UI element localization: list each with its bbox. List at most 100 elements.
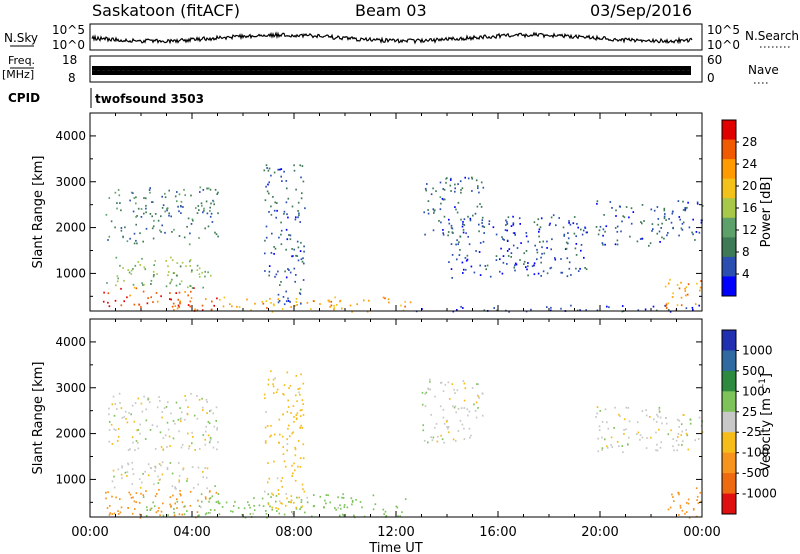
heatmap-cell: [205, 398, 208, 401]
heatmap-cell: [495, 233, 498, 236]
heatmap-cell: [387, 298, 390, 301]
heatmap-cell: [115, 256, 118, 259]
heatmap-cell: [476, 205, 479, 208]
heatmap-cell: [525, 232, 528, 234]
heatmap-cell: [507, 216, 510, 219]
heatmap-cell: [177, 418, 180, 421]
heatmap-cell: [560, 271, 562, 274]
heatmap-cell: [102, 300, 105, 303]
heatmap-cell: [455, 243, 457, 246]
power-heatmap: [102, 164, 704, 313]
heatmap-cell: [495, 255, 498, 257]
heatmap-cell: [152, 501, 154, 504]
heatmap-cell: [201, 304, 204, 307]
heatmap-cell: [286, 238, 289, 241]
heatmap-cell: [328, 299, 331, 302]
heatmap-cell: [440, 202, 442, 205]
heatmap-cell: [432, 208, 435, 211]
heatmap-cell: [120, 287, 122, 290]
heatmap-cell: [116, 275, 119, 277]
heatmap-cell: [299, 221, 301, 223]
heatmap-cell: [665, 303, 668, 306]
heatmap-cell: [300, 176, 302, 179]
heatmap-cell: [399, 515, 401, 518]
heatmap-cell: [189, 260, 191, 263]
heatmap-cell: [687, 448, 690, 451]
heatmap-cell: [603, 214, 605, 216]
heatmap-cell: [300, 506, 302, 509]
heatmap-cell: [480, 206, 483, 208]
heatmap-cell: [186, 225, 188, 228]
heatmap-cell: [108, 413, 110, 416]
heatmap-cell: [109, 512, 111, 515]
heatmap-cell: [180, 420, 182, 423]
heatmap-cell: [280, 221, 282, 224]
heatmap-cell: [126, 240, 129, 243]
heatmap-cell: [297, 216, 299, 219]
colorbar-segment: [722, 473, 736, 495]
heatmap-cell: [174, 487, 176, 489]
heatmap-cell: [189, 490, 192, 493]
heatmap-cell: [160, 464, 162, 467]
heatmap-cell: [299, 393, 301, 396]
heatmap-cell: [667, 433, 670, 436]
heatmap-cell: [479, 203, 481, 205]
heatmap-cell: [107, 491, 109, 494]
heatmap-cell: [264, 426, 267, 429]
heatmap-cell: [514, 234, 516, 236]
heatmap-cell: [512, 244, 515, 247]
heatmap-cell: [516, 247, 519, 249]
heatmap-cell: [296, 240, 299, 243]
heatmap-cell: [164, 434, 167, 437]
heatmap-cell: [447, 231, 450, 233]
heatmap-cell: [546, 272, 549, 275]
heatmap-cell: [176, 200, 178, 203]
heatmap-cell: [268, 211, 270, 213]
heatmap-cell: [563, 233, 566, 236]
heatmap-cell: [150, 507, 153, 510]
heatmap-cell: [157, 475, 159, 478]
colorbar-segment: [722, 217, 736, 238]
heatmap-cell: [671, 296, 674, 298]
heatmap-cell: [543, 252, 546, 255]
heatmap-cell: [291, 511, 293, 513]
heatmap-cell: [536, 258, 538, 261]
heatmap-cell: [645, 409, 647, 411]
heatmap-cell: [179, 493, 181, 495]
heatmap-cell: [161, 224, 163, 227]
heatmap-cell: [650, 208, 653, 211]
freq-label-bottom: [MHz]: [2, 68, 34, 81]
heatmap-cell: [473, 403, 475, 406]
heatmap-cell: [303, 250, 305, 253]
heatmap-cell: [449, 184, 452, 187]
heatmap-cell: [502, 261, 505, 264]
heatmap-cell: [454, 405, 457, 408]
heatmap-cell: [294, 454, 297, 457]
heatmap-cell: [525, 266, 527, 268]
heatmap-cell: [452, 405, 454, 408]
heatmap-cell: [248, 504, 250, 506]
heatmap-cell: [202, 434, 205, 436]
heatmap-cell: [267, 503, 270, 506]
colorbar-tick-label: -1000: [742, 487, 777, 501]
heatmap-cell: [121, 416, 124, 419]
heatmap-cell: [443, 441, 445, 444]
heatmap-cell: [424, 187, 427, 190]
heatmap-cell: [281, 477, 284, 479]
heatmap-cell: [285, 504, 287, 507]
heatmap-cell: [499, 270, 501, 273]
heatmap-cell: [500, 247, 502, 250]
heatmap-cell: [134, 402, 137, 404]
heatmap-cell: [277, 270, 279, 273]
heatmap-cell: [186, 480, 188, 482]
heatmap-cell: [513, 266, 515, 269]
heatmap-cell: [463, 427, 465, 430]
heatmap-cell: [270, 434, 272, 437]
heatmap-cell: [595, 416, 597, 418]
heatmap-cell: [471, 190, 473, 192]
heatmap-cell: [568, 222, 570, 224]
heatmap-cell: [214, 231, 216, 234]
heatmap-cell: [160, 446, 163, 448]
heatmap-cell: [181, 513, 184, 516]
heatmap-cell: [122, 267, 124, 269]
